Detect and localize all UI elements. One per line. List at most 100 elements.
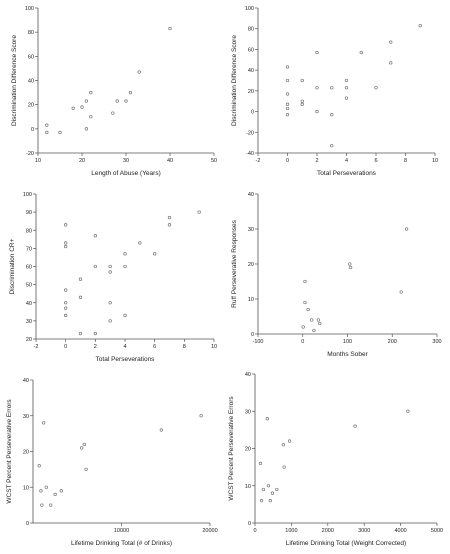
data-point	[374, 86, 378, 90]
x-tick-label: 8	[404, 158, 407, 164]
x-tick-label: 2	[315, 158, 318, 164]
data-point	[159, 428, 163, 432]
x-tick-label: 20000	[202, 528, 217, 534]
x-axis-label: Lifetime Drinking Total (Weight Correcte…	[286, 540, 406, 547]
data-point	[285, 102, 290, 106]
y-tick-label: 60	[28, 54, 34, 60]
x-tick-label: -2	[34, 344, 39, 350]
data-point	[80, 105, 84, 109]
y-tick-label: 60	[248, 47, 254, 53]
y-tick-label: 40	[26, 301, 32, 307]
y-axis-label: Ruff Perseverative Responses	[231, 219, 238, 307]
y-tick-label: 40	[23, 378, 29, 384]
x-tick-label: 50	[211, 158, 217, 164]
data-point	[123, 252, 127, 256]
data-point	[64, 288, 68, 292]
x-tick-label: 1000	[285, 528, 297, 534]
panel-abuse-vs-discrimination-difference: 10 20 30 40 50 -20 0 20 40 60 80 100 Length of Abuse…	[11, 6, 217, 177]
data-point	[300, 78, 304, 83]
y-tick-label: 30	[248, 227, 254, 233]
data-point	[111, 111, 115, 115]
data-point	[64, 223, 68, 227]
data-point	[315, 86, 319, 90]
data-point	[285, 65, 290, 69]
data-point	[84, 99, 89, 103]
data-point	[71, 106, 75, 110]
x-axis-label: Total Perseverations	[96, 356, 156, 363]
data-point	[123, 264, 127, 269]
data-point	[285, 113, 290, 117]
y-tick-label: 100	[245, 6, 254, 12]
data-point	[84, 127, 89, 131]
data-point	[316, 318, 321, 322]
y-tick-label: 20	[248, 262, 254, 268]
data-point	[64, 244, 68, 249]
data-point	[306, 307, 310, 312]
y-tick-label: 70	[26, 246, 32, 252]
x-tick-label: 6	[153, 344, 156, 350]
data-point	[285, 78, 290, 83]
panel-perseverations-vs-discrimination-cr: -2 0 2 4 6 8 10 20 30 40 50 60 70 80 90 100 Total Persev…	[9, 192, 217, 363]
data-point	[41, 421, 46, 425]
x-tick-label: 4	[345, 158, 348, 164]
x-tick-label: -100	[252, 339, 263, 345]
data-point	[266, 484, 271, 488]
y-tick-label: 0	[248, 521, 251, 527]
data-point	[167, 223, 172, 227]
axis-lines	[254, 374, 437, 524]
data-point	[80, 446, 84, 450]
data-point	[153, 252, 157, 256]
x-tick-label: 4	[123, 344, 126, 350]
x-tick-label: 30	[123, 158, 129, 164]
x-tick-label: 10	[35, 158, 41, 164]
y-tick-label: 10	[23, 485, 29, 491]
x-tick-label: 20	[79, 158, 85, 164]
x-tick-label: 0	[286, 158, 289, 164]
data-point	[344, 96, 349, 100]
y-tick-label: 20	[26, 337, 32, 343]
y-tick-label: 10	[248, 297, 254, 303]
data-point	[359, 50, 363, 55]
y-tick-label: 80	[28, 30, 34, 36]
x-axis-label: Months Sober	[327, 351, 368, 358]
y-tick-label: 20	[28, 103, 34, 109]
data-point	[108, 264, 112, 269]
data-point	[318, 321, 322, 326]
data-point	[315, 50, 319, 55]
data-point	[64, 313, 68, 318]
data-point	[137, 70, 141, 74]
data-point	[399, 290, 403, 294]
y-tick-label: 40	[245, 372, 251, 378]
y-axis-label: Discrimination Difference Score	[11, 35, 18, 126]
data-point	[300, 99, 304, 103]
data-point	[315, 109, 319, 114]
data-point	[59, 489, 63, 493]
data-point	[53, 492, 57, 497]
data-point	[300, 102, 304, 106]
data-point	[287, 439, 292, 443]
x-tick-label: 40	[167, 158, 173, 164]
data-point	[37, 464, 41, 468]
y-tick-label: 40	[248, 68, 254, 74]
data-point	[44, 485, 48, 489]
x-axis-label: Total Perseverations	[317, 170, 377, 177]
data-point	[93, 264, 97, 269]
data-point	[93, 331, 97, 336]
data-point	[108, 270, 112, 274]
y-axis-label: WCST Percent Perseverative Errors	[228, 396, 235, 501]
data-point	[89, 90, 93, 95]
x-tick-label: 0	[64, 344, 67, 350]
y-tick-label: 30	[245, 409, 251, 415]
y-axis-label: Discrimination CR+	[9, 238, 16, 294]
data-point	[168, 26, 172, 31]
x-tick-label: 10	[211, 344, 217, 350]
y-tick-label: 0	[31, 127, 34, 133]
y-tick-label: 40	[248, 192, 254, 198]
data-point	[389, 61, 393, 65]
data-point	[344, 78, 349, 83]
data-point	[64, 301, 68, 305]
data-point	[108, 301, 112, 305]
